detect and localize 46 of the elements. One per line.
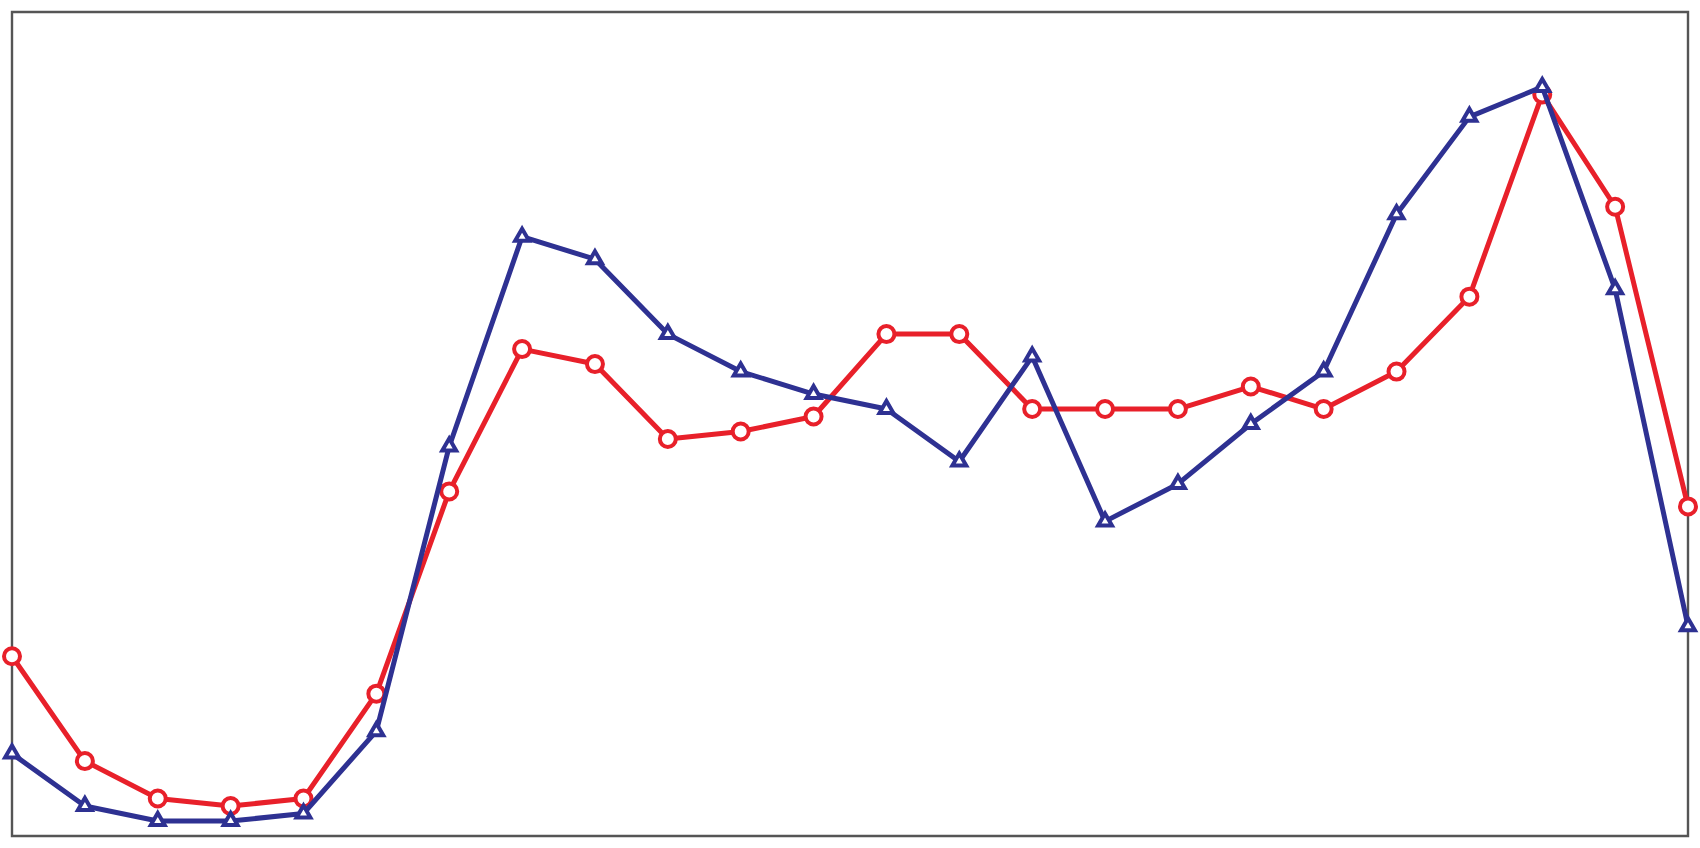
point	[366, 683, 387, 704]
point	[1314, 361, 1333, 378]
point	[658, 324, 677, 341]
point	[1023, 346, 1042, 363]
point	[657, 428, 678, 449]
point	[804, 384, 823, 401]
point	[513, 226, 532, 243]
point	[221, 811, 240, 828]
point	[220, 796, 241, 817]
point	[1313, 399, 1334, 420]
point	[803, 406, 824, 427]
point	[1459, 286, 1480, 307]
point	[440, 436, 459, 453]
point	[731, 361, 750, 378]
point	[1168, 473, 1187, 490]
point	[730, 421, 751, 442]
point	[1095, 399, 1116, 420]
point	[367, 721, 386, 738]
point	[147, 788, 168, 809]
point	[1241, 414, 1260, 430]
point	[949, 324, 970, 345]
point	[1533, 76, 1552, 93]
point	[2, 646, 22, 667]
point	[1386, 361, 1407, 382]
point	[950, 451, 969, 468]
point	[1096, 511, 1114, 528]
point	[1167, 399, 1188, 420]
point	[74, 751, 95, 772]
point	[584, 354, 605, 375]
point	[3, 743, 21, 760]
point	[294, 803, 313, 820]
point	[1022, 399, 1043, 420]
point	[876, 324, 897, 345]
point	[586, 249, 604, 266]
point	[1460, 106, 1479, 123]
point	[1679, 616, 1697, 633]
point	[1678, 496, 1698, 517]
point	[1240, 376, 1261, 397]
point	[1605, 196, 1626, 217]
point	[148, 811, 167, 828]
point	[512, 339, 533, 360]
point	[1387, 204, 1406, 221]
point	[75, 796, 94, 813]
point	[1606, 279, 1625, 296]
point	[877, 399, 896, 416]
point	[439, 481, 460, 502]
